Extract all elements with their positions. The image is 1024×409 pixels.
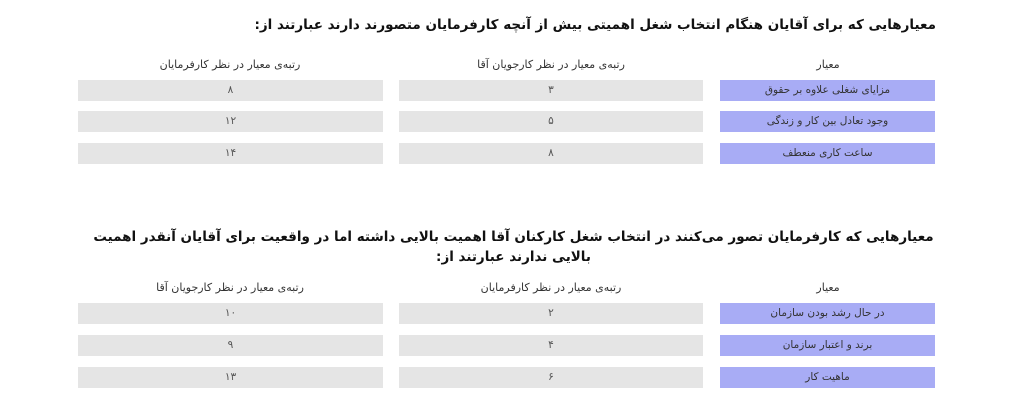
value-cell: ۳ (399, 80, 703, 101)
value-cell: ۸ (78, 80, 383, 101)
header-col3: رتبه‌ی معیار در نظر کارفرمایان (159, 58, 301, 71)
section-2-title: معیارهایی که کارفرمایان تصور می‌کنند در … (93, 229, 934, 265)
value-cell: ۵ (399, 111, 703, 132)
section-1-title: معیارهایی که برای آقایان هنگام انتخاب شغ… (254, 17, 936, 33)
value-cell: ۱۴ (78, 143, 383, 164)
value-cell: ۱۰ (78, 303, 383, 324)
criterion-cell: ساعت کاری منعطف (720, 143, 935, 164)
value-cell: ۶ (399, 367, 703, 388)
value-cell: ۲ (399, 303, 703, 324)
criterion-cell: وجود تعادل بین کار و زندگی (720, 111, 935, 132)
value-cell: ۸ (399, 143, 703, 164)
header-criterion: معیار (816, 281, 840, 294)
header-criterion: معیار (816, 58, 840, 71)
criterion-cell: ماهیت کار (720, 367, 935, 388)
header-col2: رتبه‌ی معیار در نظر کارفرمایان (480, 281, 622, 294)
criterion-cell: برند و اعتبار سازمان (720, 335, 935, 356)
value-cell: ۱۲ (78, 111, 383, 132)
criterion-cell: مزایای شغلی علاوه بر حقوق (720, 80, 935, 101)
header-col2: رتبه‌ی معیار در نظر کارجویان آقا (477, 58, 625, 71)
header-col3: رتبه‌ی معیار در نظر کارجویان آقا (156, 281, 304, 294)
criterion-cell: در حال رشد بودن سازمان (720, 303, 935, 324)
value-cell: ۹ (78, 335, 383, 356)
value-cell: ۴ (399, 335, 703, 356)
value-cell: ۱۳ (78, 367, 383, 388)
